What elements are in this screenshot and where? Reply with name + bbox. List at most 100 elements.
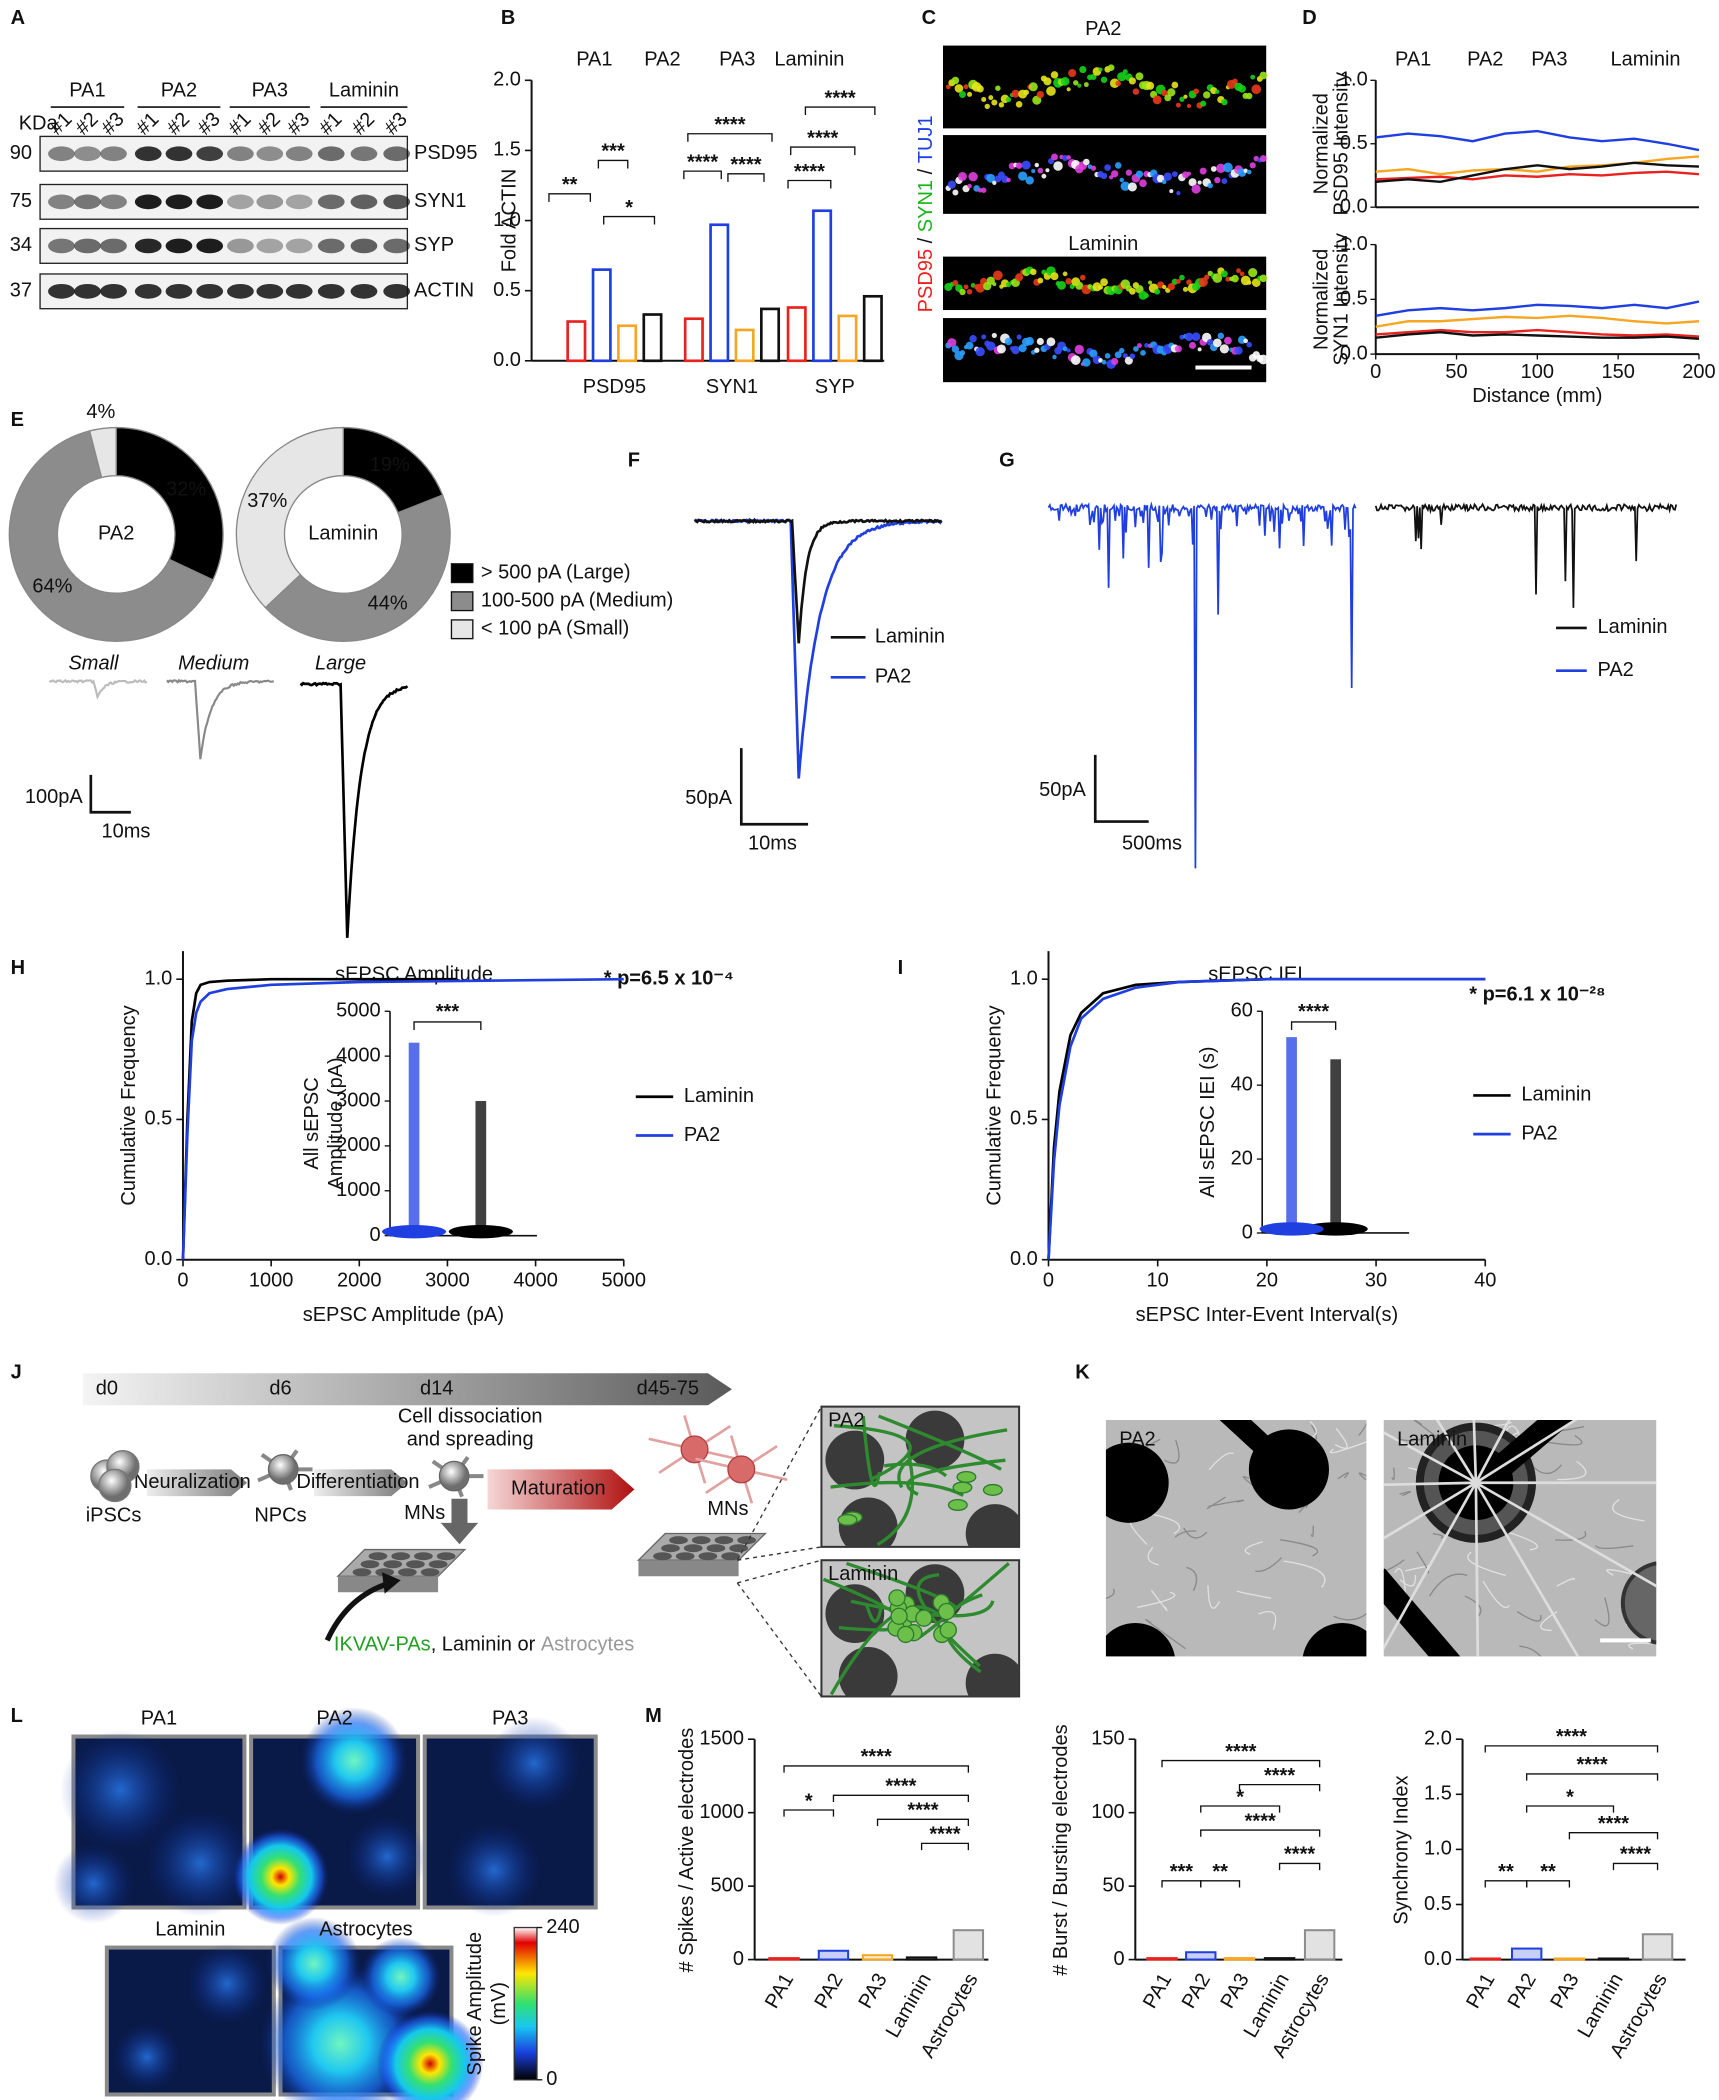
panel-letter: G [999, 449, 1015, 471]
heatmap-title: Astrocytes [319, 1918, 412, 1940]
chart-title: sEPSC IEI [1208, 963, 1303, 985]
legend-label: PA2 [684, 1124, 720, 1146]
group-label: PA2 [161, 79, 197, 101]
donut-slice [8, 430, 214, 642]
significance-label: ** [1498, 1861, 1514, 1883]
significance-label: **** [1225, 1741, 1256, 1763]
blot-band [350, 283, 378, 299]
heatmap-title: PA2 [316, 1707, 352, 1729]
blot-band [100, 146, 127, 162]
puncta [1221, 98, 1228, 106]
inset-y-axis-label: All sEPSC [301, 1077, 323, 1169]
neurite [878, 1414, 1002, 1471]
trace-pa2 [1047, 501, 1357, 869]
well [398, 1568, 417, 1577]
puncta [1214, 176, 1221, 184]
significance-bracket [1525, 1773, 1659, 1781]
value-label: 32% [166, 478, 206, 500]
heatmap-blob [60, 1729, 181, 1851]
significance-bracket [1290, 1021, 1337, 1030]
panel-letter: A [11, 7, 25, 29]
puncta [1122, 353, 1128, 359]
scale-label: 10ms [748, 833, 797, 855]
soma [837, 1513, 858, 1526]
puncta [1164, 94, 1172, 102]
puncta [1100, 172, 1108, 180]
puncta [967, 183, 972, 189]
micrograph [942, 45, 1267, 129]
inset-y-tick-label: 4000 [336, 1044, 381, 1066]
inset-y-tick-label: 5000 [336, 1000, 381, 1022]
well [383, 1560, 403, 1569]
y-axis-label: Normalized [1311, 249, 1333, 350]
panel-letter: H [11, 957, 25, 979]
x-tick-label: 1000 [249, 1269, 294, 1291]
y-tick-label: 0.0 [1340, 342, 1368, 364]
puncta [1144, 293, 1149, 299]
puncta [1068, 69, 1077, 78]
lane-label: #2 [348, 108, 379, 139]
puncta [969, 335, 977, 343]
puncta [1183, 94, 1188, 99]
puncta [975, 347, 985, 357]
puncta [951, 76, 960, 85]
substrate-part: , Laminin or [431, 1634, 541, 1656]
puncta [1018, 344, 1027, 353]
texture [1358, 1472, 1367, 1481]
inset-y-tick-label: 0 [1242, 1221, 1253, 1243]
puncta [1090, 73, 1097, 80]
x-tick-label: SYN1 [706, 376, 758, 398]
y-tick-label: 1000 [699, 1801, 744, 1823]
blot-band [196, 238, 224, 254]
significance-bracket [1525, 1805, 1615, 1813]
x-tick-label: 30 [1365, 1269, 1387, 1291]
blot-band [100, 283, 127, 299]
puncta [1051, 153, 1058, 161]
panel-letter: I [898, 957, 904, 979]
significance-label: * [1566, 1786, 1574, 1808]
colorbar-label: (mV) [488, 1982, 510, 2025]
puncta [1011, 345, 1020, 355]
puncta [1075, 281, 1084, 290]
puncta [1090, 165, 1097, 171]
soma [890, 1607, 908, 1625]
panel-letter: J [11, 1362, 22, 1384]
puncta [1115, 80, 1122, 87]
inset-scatter-column [1330, 1059, 1342, 1233]
y-tick-label: 0 [1113, 1948, 1124, 1970]
puncta [965, 341, 974, 350]
significance-label: **** [1298, 1001, 1329, 1023]
significance-label: **** [1556, 1726, 1587, 1748]
puncta [1162, 284, 1167, 290]
puncta [1217, 332, 1225, 340]
protein-label: SYN1 [414, 190, 466, 212]
soma [896, 1625, 915, 1644]
inset-label: Laminin [828, 1563, 898, 1585]
texture [1464, 1595, 1482, 1618]
colorbar-label: Spike Amplitude [464, 1932, 486, 2076]
legend-label: Laminin [1521, 1084, 1591, 1106]
puncta [1074, 344, 1084, 355]
texture [1208, 1452, 1234, 1471]
texture [1612, 1498, 1645, 1522]
puncta [1011, 89, 1020, 98]
bar [1553, 1957, 1586, 1961]
soma [956, 1470, 977, 1483]
texture [1516, 1611, 1542, 1622]
puncta [1161, 89, 1168, 96]
puncta [963, 84, 969, 90]
significance-label: **** [825, 87, 856, 109]
puncta [991, 99, 998, 106]
blot-band [317, 194, 345, 210]
puncta [1052, 354, 1057, 360]
inset-content [825, 1410, 1020, 1547]
blot-band [383, 194, 411, 210]
cell-icon [267, 1454, 299, 1485]
bar [905, 1956, 938, 1961]
puncta [1098, 67, 1103, 72]
significance-bracket [1161, 1759, 1321, 1768]
maturation-arrow [487, 1469, 635, 1510]
puncta [1182, 286, 1188, 292]
colorbar [513, 1926, 538, 2081]
well [698, 1552, 718, 1561]
